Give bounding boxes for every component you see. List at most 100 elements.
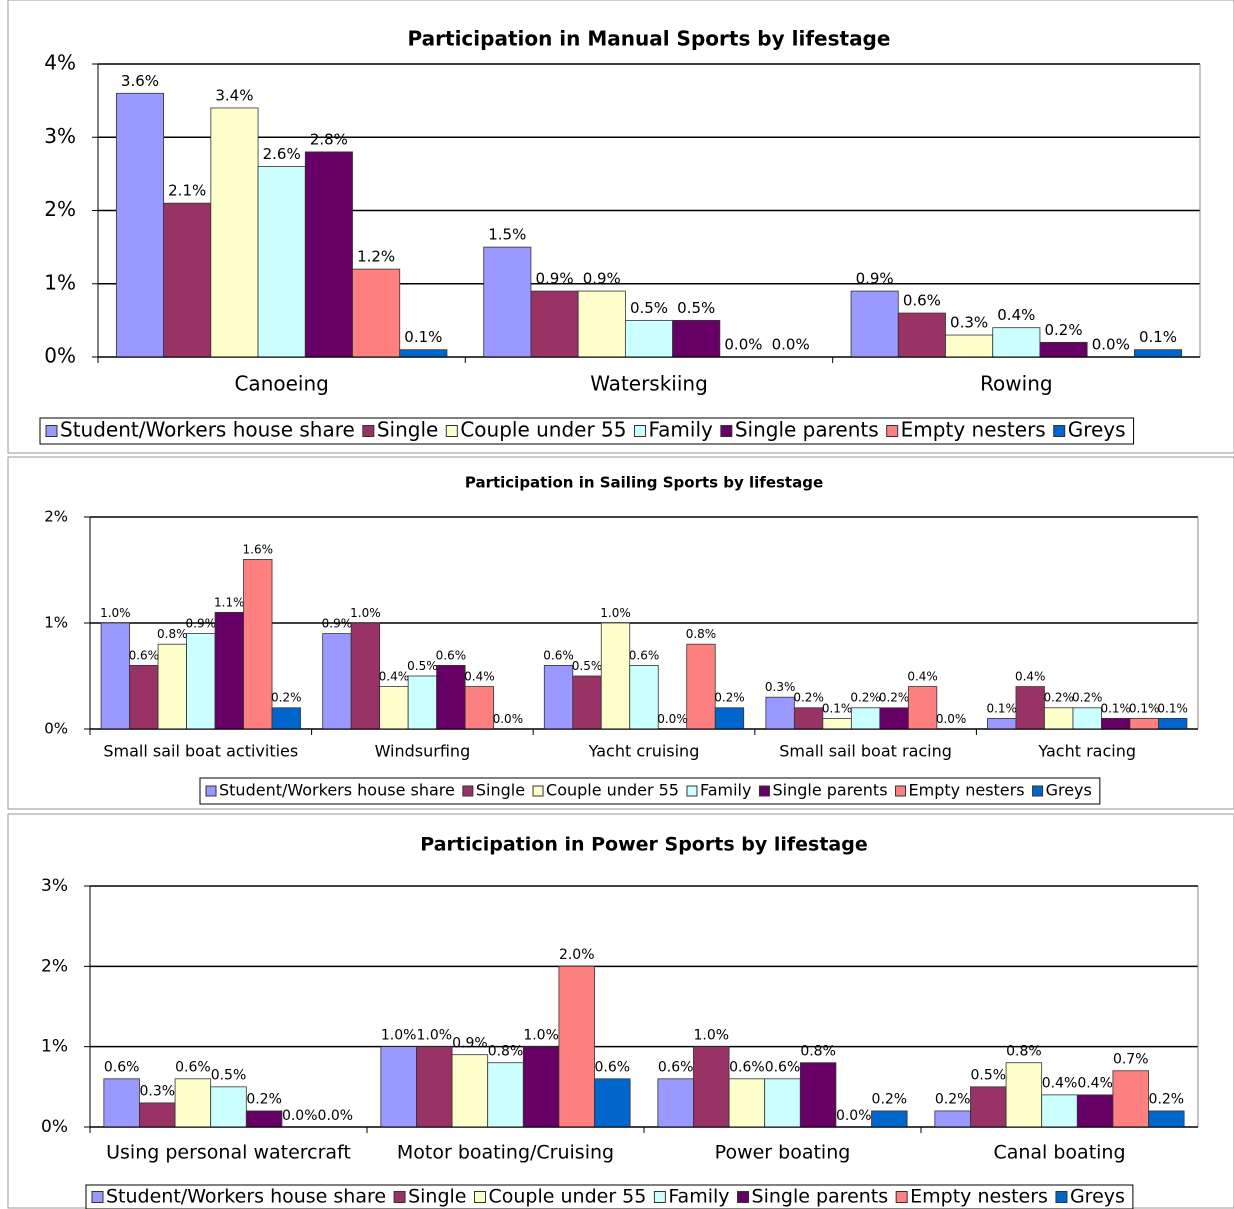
bar [765,696,795,730]
bar [245,1110,283,1128]
bar [451,1054,489,1128]
data-label: 0.2% [271,691,302,705]
data-label: 0.4% [1015,670,1046,684]
data-label: 0.4% [907,670,938,684]
data-label: 0.2% [246,1092,282,1108]
legend-swatch [720,425,733,437]
data-label: 0.4% [464,670,495,684]
data-label: 0.1% [986,701,1017,715]
legend-label: Student/Workers house share [219,781,455,800]
x-tick-label: Motor boating/Cruising [397,1142,614,1164]
y-tick-label: 1% [41,1037,68,1057]
bar [210,1086,247,1128]
data-label: 0.9% [186,617,217,631]
data-label: 0.9% [322,617,353,631]
legend-swatch [205,785,217,797]
data-label: 1.0% [416,1027,452,1043]
data-label: 0.0% [772,336,810,354]
data-label: 0.1% [404,328,442,346]
legend-label: Greys [1046,781,1092,800]
x-tick-label: Small sail boat activities [103,742,298,761]
bar [352,268,401,358]
legend-box [39,417,1135,445]
bar [271,707,301,730]
bar [970,1086,1007,1128]
legend-label: Couple under 55 [489,1186,647,1208]
data-label: 0.6% [903,292,941,310]
bar [304,151,353,358]
data-label: 0.2% [879,691,910,705]
data-label: 0.6% [595,1060,631,1076]
bar [897,312,946,358]
legend-swatch [758,785,770,797]
bar [793,707,824,730]
data-label: 3.6% [121,72,159,90]
legend-label: Empty nesters [901,418,1046,442]
legend-swatch [1032,785,1044,797]
legend-swatch [886,425,899,437]
bar [1158,718,1188,730]
data-label: 0.2% [793,691,824,705]
data-label: 0.4% [379,670,410,684]
chart-title: Participation in Sailing Sports by lifes… [465,474,823,492]
y-tick-label: 4% [44,51,76,75]
data-label: 0.1% [1157,701,1188,715]
legend-label: Family [700,781,751,800]
x-tick-label: Canoeing [234,372,328,396]
legend-label: Family [648,418,713,442]
bar [399,349,448,358]
bar [945,334,994,358]
bar [530,290,579,358]
y-tick-label: 1% [44,270,76,294]
data-label: 0.0% [318,1108,354,1124]
bar [629,665,659,730]
data-label: 0.6% [129,648,160,662]
bar [157,643,187,730]
legend: Student/Workers house share Single Couple … [199,777,1101,805]
bar [1005,1062,1043,1128]
bar [186,633,216,730]
bar [850,290,899,358]
data-label: 0.6% [436,648,467,662]
y-tick-label: 0% [44,344,76,368]
data-label: 0.5% [407,659,438,673]
bar [103,1078,140,1128]
bar [350,622,381,730]
data-label: 0.8% [800,1044,836,1060]
bar [1044,707,1074,730]
data-label: 0.5% [572,659,603,673]
data-label: 0.9% [535,270,573,288]
bar [1039,341,1088,358]
x-tick-label: Using personal watercraft [106,1142,351,1164]
bar [522,1046,560,1128]
bar [243,559,273,730]
data-label: 0.5% [970,1068,1006,1084]
x-tick-label: Small sail boat racing [779,742,952,761]
data-label: 0.9% [583,270,621,288]
legend-label: Single [377,418,438,442]
legend-swatch [45,425,58,437]
data-label: 1.2% [357,248,395,266]
bar [100,622,130,730]
legend-label: Empty nesters [910,1186,1048,1208]
panel-border [7,456,1234,810]
legend-swatch [462,785,474,797]
y-tick-label: 2% [44,197,76,221]
bar [714,707,745,730]
legend-label: Empty nesters [909,781,1025,800]
data-label: 1.0% [100,606,131,620]
bar [1112,1070,1149,1128]
legend-label: Single [408,1186,466,1208]
data-label: 0.1% [1139,328,1177,346]
data-label: 0.2% [1045,321,1083,339]
legend-swatch [445,425,458,437]
bar [1134,349,1183,358]
data-label: 0.0% [1092,336,1130,354]
data-label: 1.0% [381,1027,417,1043]
bar [1015,686,1045,730]
legend-swatch [1055,1191,1068,1203]
data-label: 0.3% [765,680,796,694]
data-label: 1.0% [600,606,631,620]
bar [987,718,1017,730]
data-label: 2.1% [168,182,206,200]
